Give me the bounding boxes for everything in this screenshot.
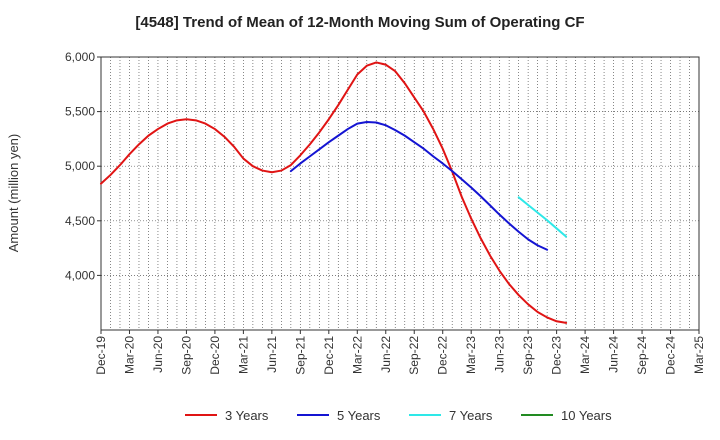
- x-tick-label: Sep-20: [179, 336, 193, 375]
- x-tick-label: Mar-23: [464, 336, 478, 374]
- x-tick-label: Sep-21: [293, 336, 307, 375]
- x-tick-label: Mar-22: [350, 336, 364, 374]
- x-tick-label: Mar-25: [692, 336, 706, 374]
- series-line-3-years: [100, 61, 568, 324]
- x-tick-label: Jun-21: [265, 336, 279, 373]
- y-tick-label: 4,500: [65, 214, 95, 228]
- y-tick-label: 6,000: [65, 50, 95, 64]
- x-tick-label: Dec-24: [664, 336, 678, 375]
- legend-label-7-years: 7 Years: [449, 408, 493, 423]
- legend-label-10-years: 10 Years: [561, 408, 612, 423]
- x-tick-label: Jun-22: [379, 336, 393, 373]
- series-lines: [100, 61, 568, 324]
- x-tick-label: Sep-22: [407, 336, 421, 375]
- y-tick-label: 4,000: [65, 268, 95, 282]
- x-tick-label: Jun-20: [151, 336, 165, 373]
- grid: [101, 56, 699, 330]
- x-tick-label: Sep-24: [635, 336, 649, 375]
- x-tick-label: Dec-20: [208, 336, 222, 375]
- y-axis-label: Amount (million yen): [6, 134, 21, 253]
- x-tick-label: Jun-24: [607, 336, 621, 373]
- x-tick-label: Dec-23: [550, 336, 564, 375]
- plot-frame: [100, 56, 700, 331]
- x-tick-label: Mar-21: [236, 336, 250, 374]
- series-line-7-years: [517, 196, 568, 238]
- chart-title: [4548] Trend of Mean of 12-Month Moving …: [135, 14, 584, 31]
- x-tick-label: Dec-22: [436, 336, 450, 375]
- y-axis-ticks: 4,000 4,500 5,000 5,500 6,000: [65, 50, 101, 282]
- legend-label-3-years: 3 Years: [225, 408, 269, 423]
- x-tick-label: Sep-23: [521, 336, 535, 375]
- x-axis-ticks: Dec-19 Mar-20 Jun-20 Sep-20 Dec-20 Mar-21 Jun-…: [94, 330, 706, 375]
- y-tick-label: 5,500: [65, 105, 95, 119]
- series-line-5-years: [289, 120, 549, 251]
- x-tick-label: Mar-24: [578, 336, 592, 374]
- legend-label-5-years: 5 Years: [337, 408, 381, 423]
- x-tick-label: Dec-21: [322, 336, 336, 375]
- legend: 3 Years 5 Years 7 Years 10 Years: [185, 408, 612, 423]
- x-tick-label: Mar-20: [122, 336, 136, 374]
- x-tick-label: Dec-19: [94, 336, 108, 375]
- y-tick-label: 5,000: [65, 159, 95, 173]
- x-tick-label: Jun-23: [493, 336, 507, 373]
